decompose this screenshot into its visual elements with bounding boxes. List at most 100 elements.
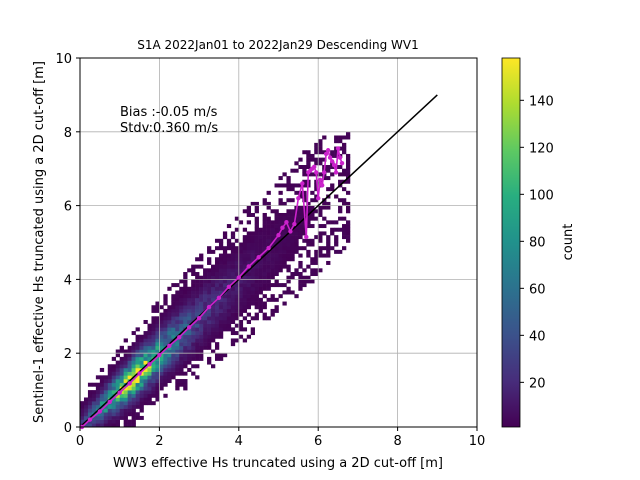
heatmap-cell — [179, 286, 184, 291]
heatmap-cell — [218, 297, 224, 302]
heatmap-cell — [218, 305, 224, 310]
heatmap-cell — [250, 242, 255, 247]
heatmap-cell — [270, 283, 275, 288]
heatmap-cell — [127, 345, 132, 350]
heatmap-cell — [195, 375, 200, 380]
heatmap-cell — [218, 327, 224, 332]
heatmap-cell — [298, 275, 303, 280]
heatmap-cell — [183, 353, 188, 358]
heatmap-cell — [234, 290, 240, 295]
heatmap-cell — [345, 205, 351, 210]
heatmap-cell — [171, 323, 176, 328]
heatmap-cell — [119, 408, 124, 413]
heatmap-cell — [167, 286, 172, 291]
heatmap-cell — [234, 283, 240, 288]
heatmap-cell — [163, 327, 168, 332]
heatmap-cell — [286, 209, 291, 214]
heatmap-cell — [211, 334, 216, 339]
heatmap-cell — [123, 371, 128, 376]
one-to-one-line — [79, 94, 438, 428]
heatmap-cell — [179, 301, 184, 306]
heatmap-cell — [107, 371, 113, 376]
heatmap-cell — [211, 316, 216, 321]
heatmap-cell — [171, 331, 176, 336]
heatmap-cell — [246, 272, 252, 277]
heatmap-cell — [199, 275, 204, 280]
heatmap-cell — [143, 393, 148, 398]
heatmap-cell — [135, 338, 140, 343]
heatmap-cell — [226, 290, 232, 295]
heatmap-cell — [278, 260, 283, 265]
heatmap-cell — [238, 253, 244, 258]
heatmap-cell — [203, 283, 208, 288]
heatmap-cell — [195, 342, 200, 347]
heatmap-cell — [115, 379, 120, 384]
heatmap-cell — [155, 327, 160, 332]
heatmap-cell — [226, 327, 232, 332]
heatmap-cell — [250, 257, 255, 262]
heatmap-cell — [294, 294, 299, 299]
heatmap-cell — [163, 364, 168, 369]
heatmap-cell — [214, 319, 220, 324]
heatmap-cell — [322, 176, 327, 181]
heatmap-cell — [191, 305, 196, 310]
heatmap-cell — [131, 342, 136, 347]
binned-mean-point — [288, 229, 293, 234]
heatmap-cell — [163, 331, 168, 336]
heatmap-cell — [171, 308, 176, 313]
heatmap-cell — [139, 382, 144, 387]
heatmap-cell — [314, 253, 319, 258]
heatmap-cell — [306, 279, 311, 284]
heatmap-cell — [342, 187, 347, 192]
heatmap-cell — [286, 246, 291, 251]
heatmap-cell — [314, 187, 319, 192]
heatmap-cell — [155, 364, 160, 369]
heatmap-cell — [338, 227, 343, 232]
heatmap-cell — [322, 157, 327, 162]
heatmap-cell — [294, 161, 299, 166]
heatmap-cell — [183, 308, 188, 313]
heatmap-cell — [179, 319, 184, 324]
heatmap-cell — [175, 367, 180, 372]
heatmap-cell — [342, 142, 347, 147]
heatmap-cell — [246, 286, 252, 291]
heatmap-cell — [278, 257, 283, 262]
heatmap-cell — [203, 327, 208, 332]
heatmap-cell — [345, 238, 351, 243]
heatmap-cell — [294, 190, 299, 195]
heatmap-cell — [135, 345, 140, 350]
heatmap-cell — [111, 412, 117, 417]
heatmap-cell — [115, 371, 120, 376]
heatmap-cell — [179, 279, 184, 284]
heatmap-cell — [171, 316, 176, 321]
heatmap-cell — [310, 257, 315, 262]
heatmap-cell — [131, 331, 136, 336]
heatmap-cell — [254, 294, 259, 299]
heatmap-cell — [282, 183, 287, 188]
heatmap-cell — [147, 382, 152, 387]
heatmap-cell — [171, 367, 176, 372]
binned-mean-point — [147, 362, 152, 367]
heatmap-cell — [258, 279, 263, 284]
heatmap-cell — [151, 401, 156, 406]
heatmap-cell — [258, 249, 263, 254]
heatmap-cell — [222, 353, 228, 358]
heatmap-cell — [278, 283, 283, 288]
heatmap-cell — [179, 345, 184, 350]
heatmap-cell — [234, 294, 240, 299]
heatmap-cell — [119, 382, 124, 387]
heatmap-cell — [195, 331, 200, 336]
heatmap-cell — [310, 205, 315, 210]
heatmap-cell — [214, 286, 220, 291]
heatmap-cell — [139, 386, 144, 391]
heatmap-cell — [294, 246, 299, 251]
heatmap-cell — [270, 224, 275, 229]
heatmap-cell — [163, 382, 168, 387]
heatmap-cell — [290, 212, 295, 217]
heatmap-cell — [242, 283, 248, 288]
heatmap-cell — [171, 301, 176, 306]
binned-mean-point — [167, 343, 172, 349]
heatmap-cell — [83, 423, 89, 428]
heatmap-cell — [175, 323, 180, 328]
heatmap-cell — [179, 360, 184, 365]
